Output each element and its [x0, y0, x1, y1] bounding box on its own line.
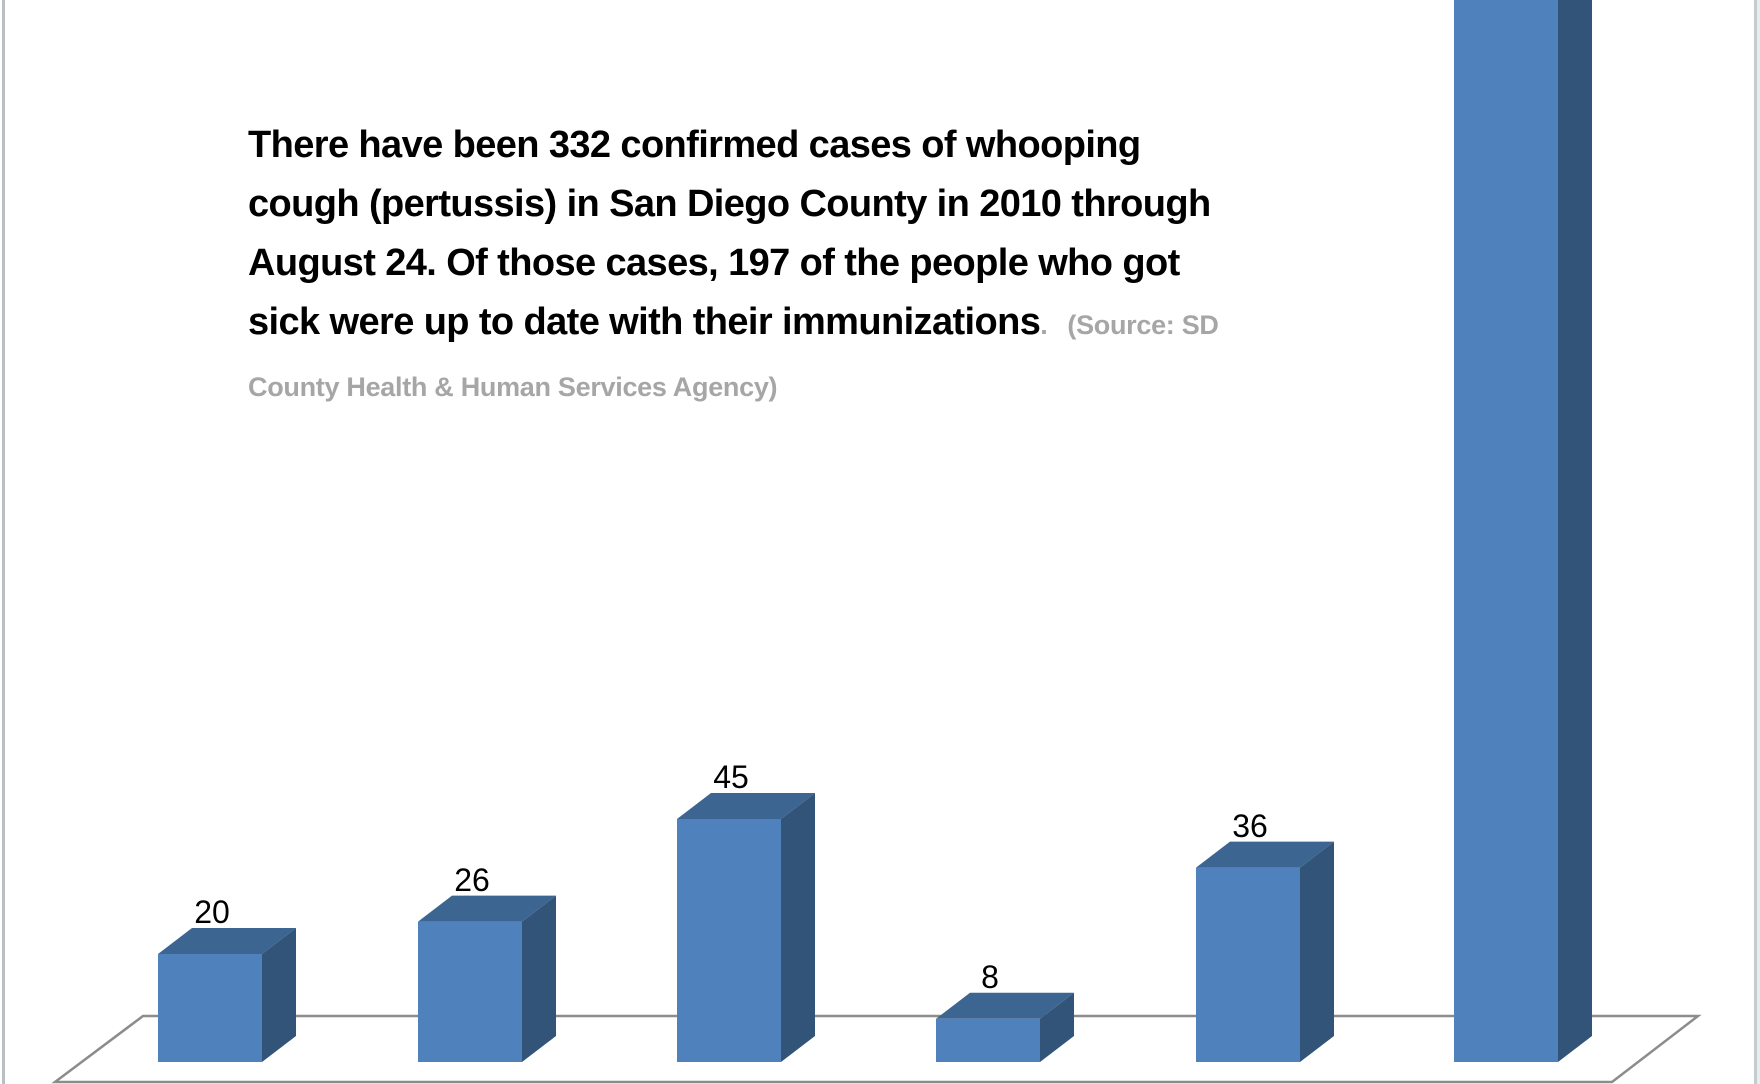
- chart-bars: [158, 0, 1592, 1063]
- bar: [1196, 841, 1334, 1062]
- bar-side-face: [522, 895, 556, 1062]
- floor-plane: [51, 1014, 1702, 1084]
- bar: [418, 895, 556, 1062]
- bar-top-face: [418, 895, 556, 922]
- annotation-main-text: There have been 332 confirmed cases of w…: [248, 124, 1211, 343]
- chart-frame-right-edge: [1757, 0, 1760, 1084]
- bar-front-face: [418, 921, 522, 1062]
- bar-top-face: [158, 928, 296, 954]
- bar-value-label: 45: [713, 759, 749, 795]
- chart-annotation: There have been 332 confirmed cases of w…: [248, 116, 1228, 417]
- bar: [936, 992, 1074, 1062]
- bar: [158, 928, 296, 1062]
- chart-frame-left-border: [2, 0, 5, 1084]
- bar-front-face: [1454, 0, 1558, 1063]
- bar-value-label: 36: [1232, 807, 1268, 844]
- annotation-period: .: [1040, 310, 1048, 340]
- bar-value-label: 20: [194, 894, 230, 930]
- bar-front-face: [1196, 867, 1300, 1062]
- bar-top-face: [1196, 841, 1334, 868]
- chart-floor: [51, 1014, 1702, 1084]
- bar-front-face: [158, 954, 262, 1062]
- bar-front-face: [677, 819, 781, 1062]
- bar-side-face: [262, 928, 296, 1062]
- bar: [677, 793, 815, 1062]
- chart-frame-right-border: [1754, 0, 1757, 1084]
- bar: [1454, 0, 1592, 1063]
- bar-side-face: [1040, 992, 1074, 1062]
- bar-top-face: [677, 793, 815, 819]
- bar-value-label: 26: [454, 861, 490, 898]
- bar-value-label: 8: [981, 958, 999, 995]
- bar-side-face: [781, 793, 815, 1062]
- bar-side-face: [1558, 0, 1592, 1062]
- bar-front-face: [936, 1018, 1040, 1062]
- annotation-source: (Source: SD County Health & Human Servic…: [248, 310, 1219, 402]
- bar-top-face: [936, 992, 1074, 1019]
- bar-side-face: [1300, 841, 1334, 1062]
